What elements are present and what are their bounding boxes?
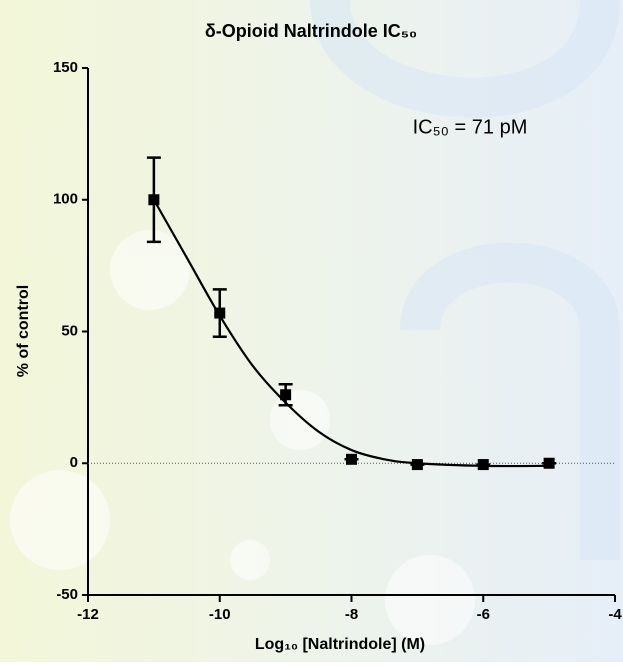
data-point [214,307,226,319]
data-point [148,194,160,206]
decoration [10,0,620,645]
x-tick-label: -6 [477,606,490,623]
data-point [346,453,357,465]
x-tick-label: -4 [608,606,622,623]
y-tick-label: 100 [53,191,78,208]
x-tick-label: -8 [345,606,358,623]
x-tick-label: -12 [77,606,99,623]
x-tick-label: -10 [209,606,231,623]
y-tick-label: 50 [61,322,78,339]
y-tick-label: 0 [70,454,78,471]
data-point [477,459,489,471]
annotation: IC₅₀ = 71 pM [413,116,528,138]
x-axis-label: Log₁₀ [Naltrindole] (M) [255,636,425,653]
chart-title: δ-Opioid Naltrindole IC₅₀ [205,21,417,41]
data-point [280,389,292,401]
data-point [411,459,423,471]
y-axis-label: % of control [15,285,32,377]
fit-curve [152,199,550,468]
y-tick-label: 150 [53,59,78,76]
y-tick-label: -50 [56,586,78,603]
data-point [543,457,555,469]
